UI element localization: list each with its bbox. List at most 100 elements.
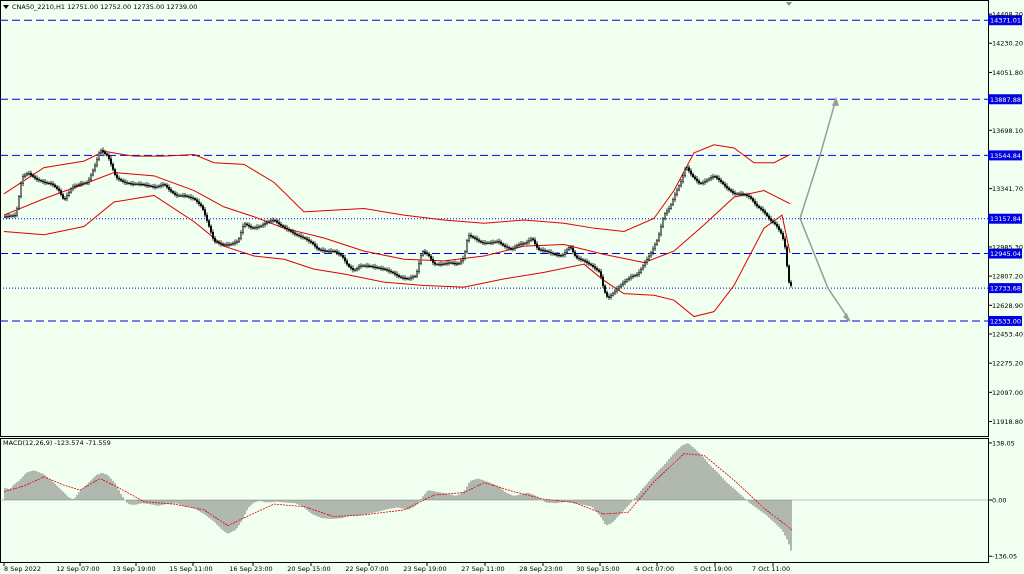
y-tick-label-4: 13341.70 bbox=[992, 185, 1023, 193]
candle-body bbox=[598, 269, 600, 272]
candle-body bbox=[622, 282, 624, 286]
level-label-bg-1 bbox=[988, 94, 1022, 105]
candle-body bbox=[702, 182, 704, 184]
candle-body bbox=[772, 220, 774, 223]
shift-marker-icon[interactable] bbox=[786, 2, 792, 6]
candle-body bbox=[614, 290, 616, 294]
candle-body bbox=[688, 167, 690, 172]
projection-up-arrow[interactable] bbox=[799, 98, 837, 219]
candle-body bbox=[508, 247, 510, 249]
candle-body bbox=[596, 268, 598, 271]
candle-body bbox=[766, 212, 768, 217]
candle-body bbox=[442, 263, 444, 266]
candle-body bbox=[68, 191, 70, 196]
candle-body bbox=[264, 223, 266, 225]
candle-body bbox=[686, 167, 688, 170]
candle-body bbox=[306, 238, 308, 241]
candle-body bbox=[80, 183, 82, 185]
macd-y-tick-label-1: 0.00 bbox=[992, 497, 1006, 505]
candle-body bbox=[188, 196, 190, 198]
candle-body bbox=[640, 268, 642, 273]
candle-body bbox=[756, 203, 758, 207]
candle-body bbox=[560, 255, 562, 257]
macd-header: MACD(12,26,9) -123.574 -71.559 bbox=[3, 439, 111, 447]
candle-body bbox=[196, 199, 198, 203]
candle-body bbox=[138, 183, 140, 186]
candle-body bbox=[662, 218, 664, 227]
candle-body bbox=[538, 247, 540, 250]
candle-body bbox=[474, 237, 476, 239]
candle-body bbox=[244, 223, 246, 227]
candle-body bbox=[646, 259, 648, 263]
candle-body bbox=[558, 254, 560, 257]
candle-body bbox=[418, 263, 420, 272]
y-tick-label-0: 14408.20 bbox=[992, 11, 1023, 19]
candle-body bbox=[290, 230, 292, 232]
candle-body bbox=[216, 241, 218, 243]
candle-body bbox=[656, 239, 658, 245]
x-tick-label-8: 27 Sep 11:00 bbox=[461, 565, 504, 573]
candle-body bbox=[30, 173, 32, 176]
candle-body bbox=[724, 183, 726, 187]
candle-body bbox=[38, 179, 40, 181]
candle-body bbox=[314, 243, 316, 247]
y-tick-label-11: 11918.80 bbox=[992, 418, 1023, 426]
candle-body bbox=[100, 150, 102, 154]
candle-body bbox=[574, 251, 576, 256]
candle-body bbox=[172, 191, 174, 194]
candle-body bbox=[60, 190, 62, 195]
candle-body bbox=[46, 182, 48, 184]
candle-body bbox=[36, 178, 38, 180]
candle-body bbox=[606, 292, 608, 297]
candle-body bbox=[106, 153, 108, 156]
candle-body bbox=[728, 187, 730, 190]
candle-body bbox=[156, 186, 158, 188]
candle-body bbox=[452, 262, 454, 264]
candle-body bbox=[374, 266, 376, 268]
symbol-menu-icon[interactable] bbox=[3, 5, 9, 9]
y-tick-label-6: 12807.20 bbox=[992, 273, 1023, 281]
candle-body bbox=[338, 252, 340, 255]
candle-body bbox=[434, 262, 436, 265]
candle-body bbox=[634, 274, 636, 277]
candle-body bbox=[276, 220, 278, 223]
projection-down-arrow[interactable] bbox=[799, 218, 851, 322]
candle-body bbox=[720, 179, 722, 183]
candle-body bbox=[786, 246, 788, 267]
candle-body bbox=[554, 253, 556, 256]
level-label-bg-0 bbox=[988, 15, 1022, 26]
candle-body bbox=[250, 226, 252, 228]
candle-body bbox=[140, 183, 142, 186]
candle-body bbox=[652, 248, 654, 253]
candle-body bbox=[356, 268, 358, 271]
candle-body bbox=[518, 244, 520, 246]
candle-body bbox=[788, 265, 790, 283]
candle-body bbox=[14, 214, 16, 217]
candle-body bbox=[552, 252, 554, 255]
candle-body bbox=[492, 242, 494, 244]
candle-body bbox=[70, 188, 72, 193]
candle-body bbox=[142, 183, 144, 186]
candle-body bbox=[700, 182, 702, 185]
candle-body bbox=[166, 184, 168, 188]
candle-body bbox=[414, 275, 416, 278]
candle-body bbox=[632, 275, 634, 278]
candle-body bbox=[412, 276, 414, 278]
candle-body bbox=[642, 265, 644, 270]
candle-body bbox=[620, 284, 622, 288]
candle-body bbox=[174, 192, 176, 195]
candle-body bbox=[604, 285, 606, 293]
candle-body bbox=[266, 222, 268, 224]
candle-body bbox=[300, 235, 302, 238]
candle-body bbox=[408, 278, 410, 280]
candle-body bbox=[280, 223, 282, 226]
candle-body bbox=[732, 191, 734, 194]
candle-body bbox=[506, 246, 508, 248]
candle-body bbox=[278, 222, 280, 225]
candle-body bbox=[528, 240, 530, 243]
candle-body bbox=[626, 279, 628, 282]
level-label-0: 14371.01 bbox=[990, 17, 1021, 25]
candle-body bbox=[496, 241, 498, 243]
